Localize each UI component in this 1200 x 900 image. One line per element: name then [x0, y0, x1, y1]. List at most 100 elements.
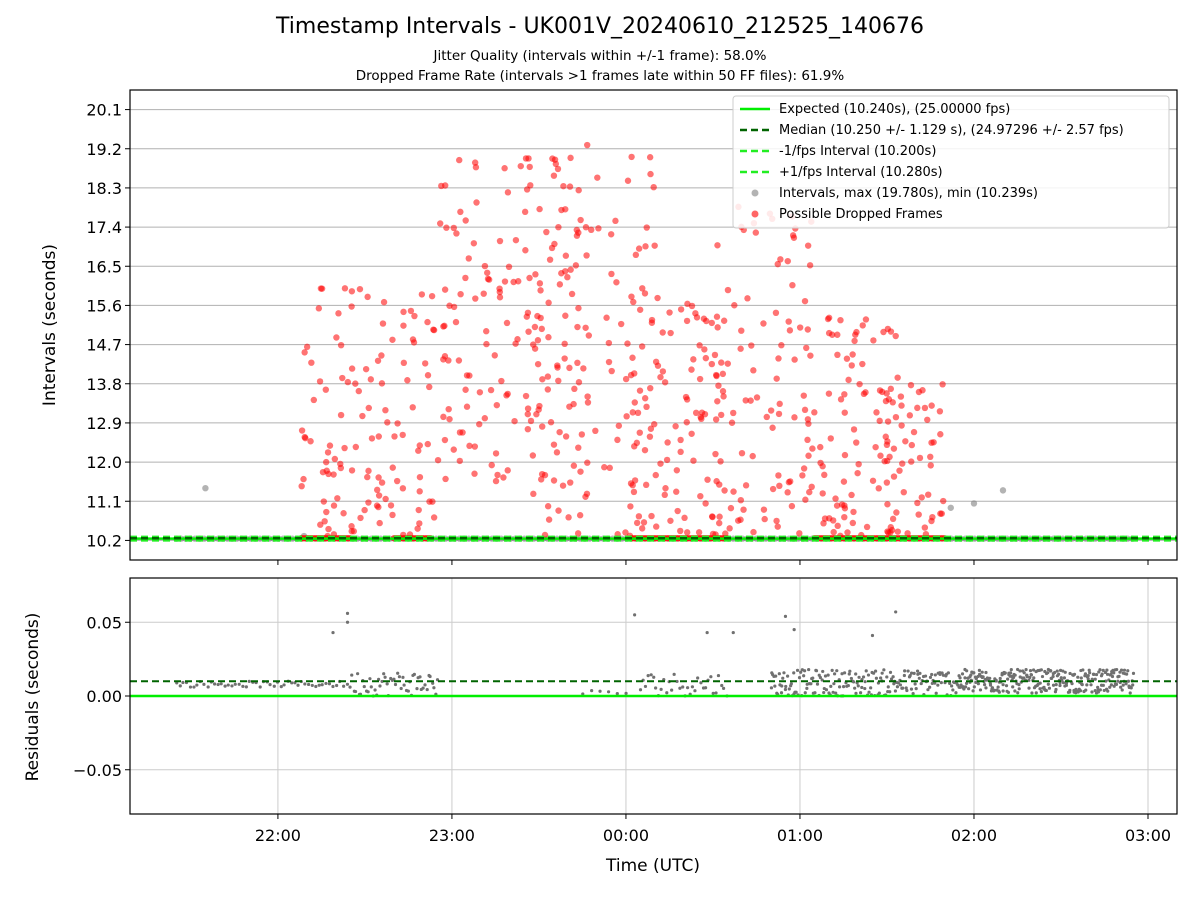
- dropped-frame-point: [916, 454, 924, 462]
- xtick-label: 03:00: [1125, 826, 1171, 845]
- dropped-frame-point: [584, 459, 591, 466]
- residual-point: [917, 676, 921, 680]
- dropped-frame-point: [742, 397, 749, 404]
- residual-point: [716, 673, 721, 678]
- residual-point: [898, 683, 903, 687]
- dropped-frame-point: [638, 525, 646, 532]
- dropped-frame-point: [375, 474, 382, 481]
- dropped-frame-point: [504, 467, 511, 474]
- dropped-frame-point: [654, 294, 661, 302]
- dropped-frame-point: [690, 356, 697, 363]
- dropped-frame-point: [629, 354, 636, 361]
- top-ytick-label: 13.8: [86, 375, 122, 394]
- dropped-frame-point: [501, 165, 508, 172]
- residual-point: [911, 692, 915, 696]
- dropped-frame-point: [453, 230, 460, 237]
- dropped-frame-point: [416, 442, 423, 449]
- top-ytick-label: 10.2: [86, 531, 122, 550]
- dropped-frame-point: [324, 449, 332, 456]
- dropped-frame-point: [484, 275, 492, 283]
- dropped-frame-point: [837, 396, 845, 403]
- residual-point: [997, 690, 1001, 694]
- dropped-frame-point: [562, 252, 570, 259]
- residual-point: [368, 677, 372, 681]
- dropped-frame-point: [400, 308, 407, 316]
- residual-point: [1017, 687, 1021, 691]
- dropped-frame-point: [378, 380, 386, 387]
- dropped-frame-point: [443, 224, 450, 231]
- dropped-frame-point: [566, 183, 574, 190]
- residual-point: [230, 684, 234, 688]
- dropped-frame-point: [605, 358, 613, 366]
- interval-point: [947, 504, 954, 511]
- dropped-frame-point: [811, 409, 818, 416]
- residual-point: [1068, 688, 1072, 692]
- residual-point: [705, 630, 709, 635]
- dropped-frame-point: [326, 442, 334, 449]
- residual-point: [965, 669, 969, 673]
- residual-point: [824, 688, 829, 692]
- dropped-frame-point: [714, 398, 721, 405]
- residual-point: [963, 676, 967, 680]
- residual-point: [268, 682, 272, 687]
- dropped-frame-point: [862, 316, 870, 323]
- dropped-frame-point: [416, 520, 423, 527]
- dropped-frame-point: [624, 340, 631, 347]
- residual-point: [348, 685, 352, 689]
- dropped-frame-point: [877, 452, 884, 459]
- residual-point: [1119, 668, 1124, 672]
- dropped-frame-point: [580, 365, 587, 372]
- dropped-frame-point: [841, 513, 848, 521]
- dropped-frame-point: [462, 386, 469, 393]
- residual-point: [672, 672, 676, 676]
- residual-point: [397, 675, 402, 679]
- dropped-frame-point: [899, 460, 906, 467]
- dropped-frame-point: [721, 487, 728, 494]
- residual-point: [646, 674, 650, 678]
- residual-point: [1064, 683, 1069, 687]
- residual-point: [1084, 688, 1088, 692]
- dropped-frame-point: [310, 396, 318, 404]
- residual-point: [902, 673, 906, 678]
- dropped-frame-point: [688, 366, 695, 373]
- top-panel-y-ticks: 10.2 11.1 12.0 12.9 13.8 14.7 15.6 16.5 17.4 18.3…: [86, 101, 130, 550]
- dropped-frame-point: [630, 488, 638, 496]
- dropped-frame-point: [763, 413, 770, 421]
- residual-point: [377, 677, 381, 681]
- residual-point: [1068, 671, 1072, 676]
- residual-point: [1034, 691, 1038, 695]
- dropped-frame-point: [824, 315, 832, 323]
- dropped-frame-point: [639, 285, 646, 292]
- residual-point: [863, 686, 867, 691]
- dropped-frame-point: [641, 395, 649, 402]
- dropped-frame-point: [799, 472, 806, 479]
- residual-point: [1131, 683, 1135, 687]
- dropped-frame-point: [375, 433, 382, 440]
- residual-point: [891, 675, 895, 679]
- dropped-frame-point: [606, 464, 613, 472]
- dropped-frame-point: [426, 383, 433, 391]
- residual-point: [335, 683, 339, 688]
- legend-label-intervals: Intervals, max (19.780s), min (10.239s): [779, 186, 1038, 201]
- residual-point: [1006, 690, 1011, 695]
- dropped-frame-point: [628, 293, 635, 300]
- residual-point: [799, 670, 803, 674]
- dropped-frame-point: [761, 515, 768, 523]
- residual-point: [1098, 688, 1102, 692]
- residual-point: [1078, 689, 1083, 693]
- residual-point: [415, 686, 419, 691]
- dropped-frame-point: [554, 165, 562, 173]
- dropped-frame-point: [778, 342, 785, 349]
- dropped-frame-point: [786, 327, 794, 334]
- dropped-frame-point: [925, 491, 932, 498]
- dropped-frame-point: [898, 422, 905, 429]
- dropped-frame-point: [549, 155, 556, 162]
- dropped-frame-point: [498, 377, 505, 385]
- dropped-frame-point: [850, 508, 857, 516]
- chart-subtitle-jitter: Jitter Quality (intervals within +/-1 fr…: [433, 48, 767, 64]
- dropped-frame-point: [379, 320, 387, 327]
- dropped-frame-point: [697, 413, 704, 421]
- residual-point: [1031, 668, 1036, 672]
- residual-point: [1117, 674, 1121, 678]
